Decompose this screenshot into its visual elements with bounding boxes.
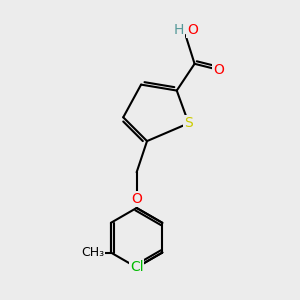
Text: O: O [213,63,224,77]
Text: H: H [174,23,184,37]
Text: O: O [131,192,142,206]
Text: Cl: Cl [130,260,143,274]
Text: CH₃: CH₃ [82,246,105,259]
Text: S: S [184,116,193,130]
Text: O: O [187,23,198,37]
